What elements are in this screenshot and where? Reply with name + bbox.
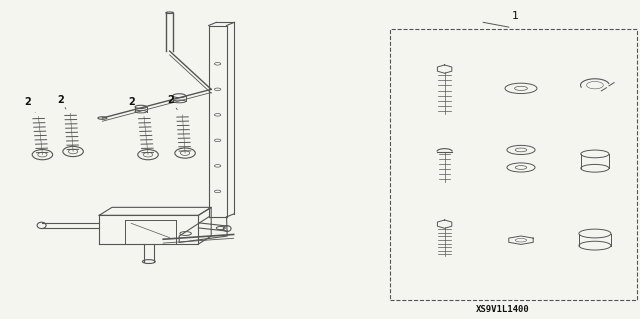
Text: XS9V1L1400: XS9V1L1400: [476, 305, 529, 314]
Text: 2: 2: [168, 95, 177, 110]
Text: 2: 2: [24, 97, 35, 112]
Text: 2: 2: [58, 95, 66, 109]
Bar: [390, 29, 637, 300]
Text: 1: 1: [512, 11, 518, 21]
Text: 2: 2: [128, 97, 140, 112]
